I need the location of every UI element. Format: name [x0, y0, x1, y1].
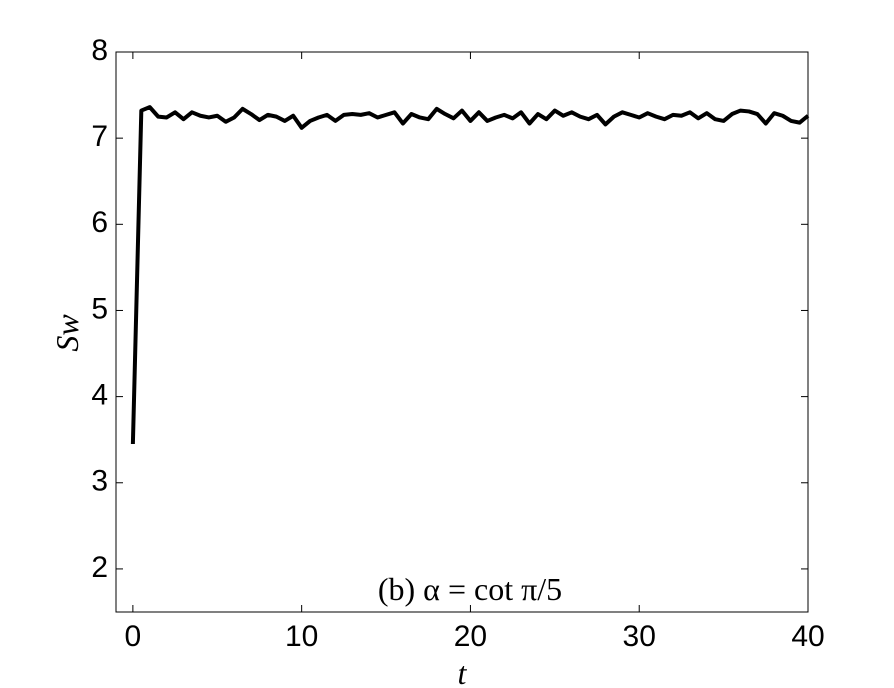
y-tick-label: 8 — [91, 34, 108, 67]
x-tick-label: 30 — [623, 620, 656, 653]
x-tick-label: 20 — [454, 620, 487, 653]
annotation: (b) α = cot π/5 — [378, 571, 562, 607]
y-tick-label: 4 — [91, 379, 108, 412]
y-tick-label: 7 — [91, 120, 108, 153]
y-axis-label: Sw — [49, 314, 85, 352]
y-tick-label: 5 — [91, 292, 108, 325]
data-line — [130, 105, 810, 445]
x-tick-label: 10 — [285, 620, 318, 653]
plot-frame — [115, 51, 809, 613]
x-tick-label: 0 — [125, 620, 142, 653]
y-tick-label: 3 — [91, 465, 108, 498]
x-tick-label: 40 — [791, 620, 824, 653]
y-tick-label: 2 — [91, 551, 108, 584]
y-tick-label: 6 — [91, 206, 108, 239]
x-axis-label: t — [458, 655, 468, 688]
